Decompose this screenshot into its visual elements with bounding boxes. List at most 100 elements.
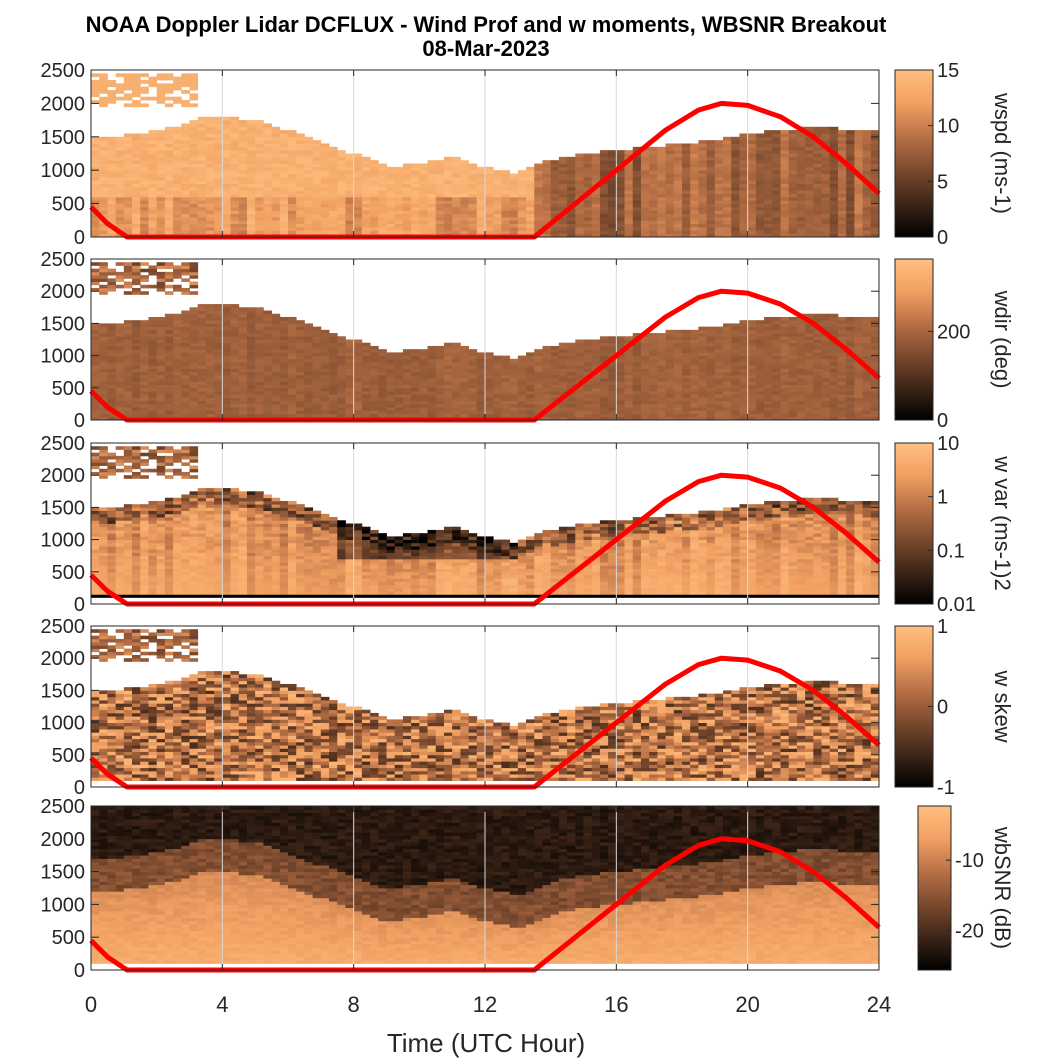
heatmap-cell [164, 378, 174, 382]
heatmap-cell [263, 358, 272, 363]
heatmap-cell [123, 378, 133, 382]
heatmap-cell [353, 342, 363, 347]
heatmap-cell [485, 193, 494, 198]
heatmap-cell [255, 186, 264, 191]
heatmap-cell [205, 223, 215, 228]
heatmap-cell [632, 186, 642, 191]
heatmap-cell [682, 397, 691, 402]
heatmap-cell [485, 226, 494, 231]
heatmap-cell [107, 193, 117, 198]
heatmap-cell [99, 278, 108, 282]
heatmap-cell [312, 150, 322, 154]
heatmap-cell [214, 304, 223, 308]
heatmap-cell [246, 143, 256, 148]
heatmap-cell [821, 196, 831, 201]
heatmap-cell [181, 287, 190, 292]
heatmap-cell [739, 173, 749, 178]
heatmap-cell [156, 133, 166, 138]
heatmap-cell [329, 176, 338, 181]
heatmap-cell [263, 143, 272, 148]
heatmap-cell [378, 371, 387, 376]
heatmap-cell [230, 307, 240, 311]
heatmap-cell [140, 339, 149, 344]
heatmap-cell [534, 410, 543, 414]
heatmap-cell [296, 223, 305, 228]
heatmap-cell [205, 307, 215, 311]
heatmap-cell [567, 230, 576, 235]
heatmap-cell [435, 358, 445, 363]
heatmap-cell [534, 371, 543, 376]
heatmap-cell [238, 339, 248, 344]
heatmap-cell [747, 150, 757, 154]
heatmap-cell [123, 210, 133, 215]
heatmap-cell [690, 230, 699, 235]
heatmap-cell [123, 271, 133, 276]
heatmap-cell [780, 213, 790, 218]
heatmap-cell [608, 378, 617, 382]
heatmap-cell [764, 183, 773, 188]
heatmap-cell [526, 352, 535, 356]
heatmap-cell [599, 397, 609, 402]
heatmap-cell [140, 80, 149, 84]
heatmap-cell [140, 358, 149, 363]
heatmap-cell [624, 394, 634, 398]
heatmap-cell [123, 193, 133, 198]
heatmap-cell [427, 413, 437, 418]
heatmap-cell [378, 203, 387, 208]
heatmap-cell [246, 133, 256, 138]
heatmap-cell [214, 203, 223, 208]
heatmap-cell [583, 345, 593, 350]
heatmap-cell [788, 160, 798, 164]
heatmap-cell [550, 394, 560, 398]
heatmap-cell [706, 230, 716, 235]
heatmap-cell [673, 381, 683, 385]
heatmap-cell [780, 230, 790, 235]
heatmap-cell [665, 371, 675, 376]
heatmap-cell [271, 226, 281, 231]
heatmap-cell [443, 226, 453, 231]
heatmap-cell [764, 160, 773, 164]
heatmap-cell [361, 358, 371, 363]
heatmap-cell [230, 336, 240, 340]
heatmap-cell [205, 116, 215, 121]
heatmap-cell [690, 173, 699, 178]
heatmap-cell [271, 190, 281, 194]
heatmap-cell [353, 387, 363, 392]
heatmap-cell [337, 156, 346, 161]
heatmap-cell [575, 156, 584, 161]
heatmap-cell [173, 176, 182, 181]
heatmap-cell [361, 206, 371, 211]
heatmap-cell [747, 210, 757, 215]
heatmap-cell [263, 381, 272, 385]
heatmap-cell [583, 170, 593, 174]
heatmap-cell [608, 394, 617, 398]
heatmap-cell [780, 183, 790, 188]
heatmap-cell [821, 216, 831, 221]
heatmap-cell [550, 378, 560, 382]
heatmap-cell [99, 291, 108, 295]
heatmap-cell [263, 150, 272, 154]
heatmap-cell [640, 378, 650, 382]
heatmap-cell [107, 210, 117, 215]
heatmap-cell [435, 226, 445, 231]
heatmap-cell [320, 176, 330, 181]
heatmap-cell [591, 365, 601, 369]
heatmap-cell [271, 371, 281, 376]
heatmap-cell [156, 226, 166, 231]
heatmap-cell [304, 329, 314, 334]
heatmap-cell [164, 381, 174, 385]
heatmap-cell [164, 413, 174, 418]
heatmap-cell [123, 170, 133, 174]
heatmap-cell [846, 223, 855, 228]
heatmap-cell [99, 73, 108, 78]
heatmap-cell [99, 339, 108, 344]
heatmap-cell [485, 220, 494, 225]
heatmap-cell [246, 193, 256, 198]
heatmap-cell [214, 355, 223, 360]
heatmap-cell [320, 362, 330, 366]
heatmap-cell [271, 378, 281, 382]
heatmap-cell [813, 163, 822, 168]
heatmap-cell [739, 153, 749, 158]
heatmap-cell [115, 86, 125, 91]
heatmap-cell [370, 400, 379, 405]
